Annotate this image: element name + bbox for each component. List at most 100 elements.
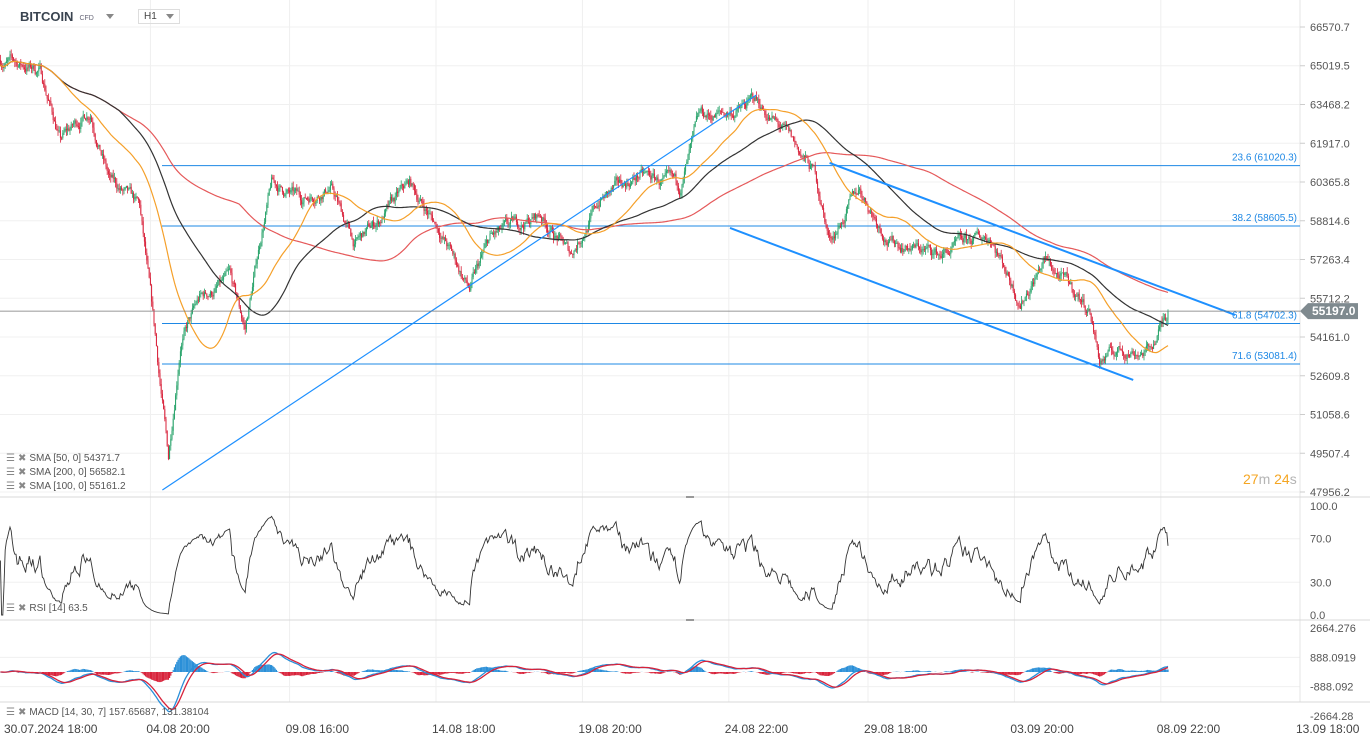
macd-histogram-bar [962, 670, 964, 672]
candle [709, 112, 711, 120]
candle-body [1084, 305, 1086, 311]
hamburger-icon[interactable]: ☰ [6, 467, 15, 478]
candle-body [769, 117, 771, 120]
candle-body [1095, 335, 1097, 342]
candle-body [340, 203, 342, 212]
macd-histogram-bar [1101, 672, 1103, 676]
macd-histogram-bar [944, 671, 946, 672]
close-icon[interactable]: ✖ [17, 707, 27, 718]
hamburger-icon[interactable]: ☰ [6, 707, 15, 718]
hamburger-icon[interactable]: ☰ [6, 453, 15, 464]
candle-body [221, 279, 223, 281]
candle [705, 114, 707, 121]
candle [405, 178, 407, 186]
candle-body [617, 180, 619, 183]
candle-body [58, 130, 60, 132]
candle [687, 153, 689, 165]
candle [596, 202, 598, 209]
candle [967, 238, 969, 245]
hamburger-icon[interactable]: ☰ [6, 603, 15, 614]
candle-body [775, 117, 777, 119]
candle [195, 300, 197, 306]
macd-histogram-bar [99, 672, 101, 675]
hamburger-icon[interactable]: ☰ [6, 481, 15, 492]
candle-body [98, 144, 100, 147]
candle-body [688, 149, 690, 155]
close-icon[interactable]: ✖ [17, 603, 27, 614]
candle-body [674, 173, 676, 177]
macd-histogram-bar [46, 672, 48, 676]
macd-histogram-bar [1051, 671, 1053, 672]
close-icon[interactable]: ✖ [17, 467, 27, 478]
candle [931, 247, 933, 261]
candle-body [489, 233, 491, 240]
candle-body [893, 240, 895, 244]
candle-body [81, 116, 83, 123]
candle-body [326, 191, 328, 194]
candle [853, 190, 855, 196]
time-axis-label: 30.07.2024 18:00 [4, 722, 98, 736]
macd-histogram-bar [364, 670, 366, 672]
candle-body [749, 95, 751, 98]
close-icon[interactable]: ✖ [17, 453, 27, 464]
candle-body [839, 226, 841, 228]
candle [413, 183, 415, 196]
pane-resize-handle[interactable] [686, 496, 694, 498]
candle-body [833, 236, 835, 239]
candle-body [715, 114, 717, 118]
macd-histogram-bar [879, 672, 881, 675]
trend-line[interactable] [729, 227, 1134, 381]
candle [841, 222, 843, 230]
candle-body [379, 222, 381, 225]
candle [736, 104, 738, 117]
candle-body [128, 188, 130, 190]
macd-histogram-bar [43, 672, 45, 674]
macd-histogram-bar [473, 669, 475, 672]
macd-histogram-bar [1148, 670, 1150, 672]
candle [1159, 322, 1161, 332]
macd-histogram-bar [1028, 669, 1030, 672]
symbol-selector[interactable]: BITCOIN CFD [20, 9, 114, 24]
macd-histogram-bar [560, 672, 562, 673]
candle-body [467, 283, 469, 288]
macd-histogram-bar [459, 672, 461, 674]
candle-body [1070, 282, 1072, 285]
candle-body [935, 248, 937, 254]
candle-body [260, 243, 262, 247]
candle [157, 345, 159, 366]
timeframe-select[interactable]: H1 [138, 9, 180, 24]
candle [479, 252, 481, 267]
macd-histogram-bar [45, 672, 47, 675]
trend-line[interactable] [829, 162, 1236, 316]
macd-histogram-bar [925, 671, 927, 672]
candle-body [436, 227, 438, 229]
candle-body [923, 248, 925, 250]
macd-histogram-bar [393, 669, 395, 672]
candle-body [743, 102, 745, 105]
candle-body [569, 252, 571, 254]
candle-body [525, 221, 527, 224]
macd-histogram-bar [110, 672, 112, 675]
candle-body [70, 124, 72, 130]
macd-histogram-bar [339, 672, 341, 674]
macd-histogram-bar [495, 669, 497, 672]
candle [407, 179, 409, 188]
candle [80, 117, 82, 133]
candle-body [1045, 256, 1047, 259]
macd-histogram-bar [719, 672, 721, 674]
candle [1037, 264, 1039, 275]
candle [485, 235, 487, 248]
candle-body [629, 184, 631, 187]
chevron-down-icon[interactable] [105, 14, 114, 19]
candle [509, 218, 511, 229]
candle [47, 93, 49, 101]
trend-line[interactable] [162, 94, 757, 491]
candle [770, 117, 772, 121]
candle-body [566, 242, 568, 244]
macd-histogram-bar [694, 666, 696, 672]
candle-body [1035, 276, 1037, 279]
close-icon[interactable]: ✖ [17, 481, 27, 492]
pane-resize-handle[interactable] [686, 619, 694, 621]
candle [817, 178, 819, 194]
